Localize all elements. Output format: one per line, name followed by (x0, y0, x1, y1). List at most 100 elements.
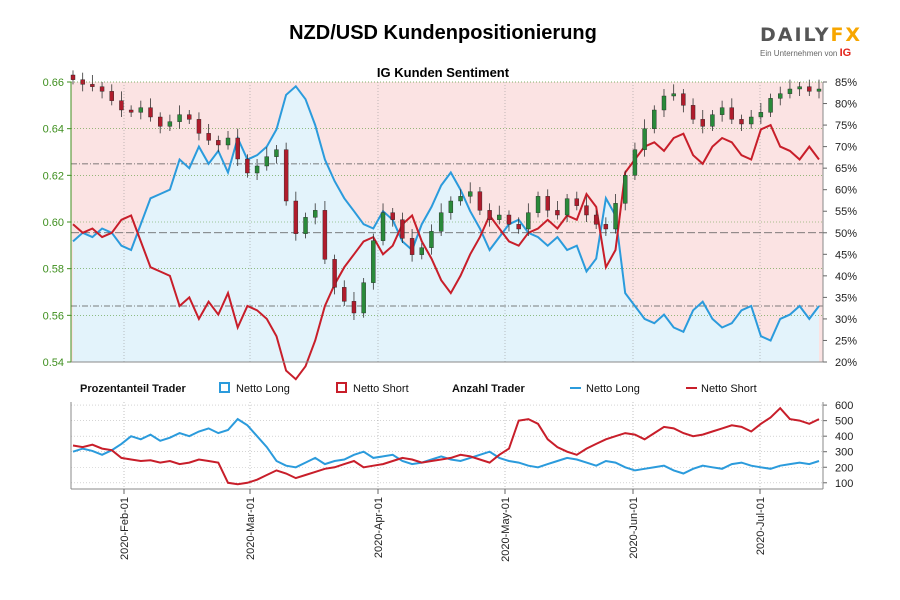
candle-body (564, 198, 570, 216)
net-short-pct-line (72, 123, 820, 381)
x-tick-label: 2020-Mar-01 (245, 497, 257, 560)
legend-short-label: Netto Short (353, 383, 409, 395)
candle-body (671, 93, 676, 97)
candle-body (293, 200, 299, 234)
candle-body (642, 128, 647, 150)
candle-body (623, 175, 628, 204)
x-tick-label: 2020-May-01 (500, 497, 512, 562)
x-tick-label: 2020-Jul-01 (755, 497, 767, 555)
legend-long-box (219, 382, 230, 393)
x-tick-label: 2020-Apr-01 (373, 497, 385, 558)
candle-body (177, 114, 182, 122)
candle-body (758, 112, 764, 118)
candle-body (206, 133, 211, 141)
left-tick-label: 0.58 (43, 264, 64, 276)
candle-body (535, 196, 541, 213)
right-tick-label: 85% (835, 77, 857, 89)
candle-body (748, 116, 754, 125)
candle-body (119, 100, 124, 111)
candle-body (584, 205, 589, 216)
candle-body (506, 214, 512, 225)
panel-title: IG Kunden Sentiment (377, 65, 510, 80)
candle-body (400, 219, 405, 239)
candle-body (468, 191, 473, 197)
logo-daily: DAILY (760, 24, 831, 46)
candle-body (322, 210, 328, 260)
candle-body (497, 214, 502, 220)
candle-body (70, 74, 76, 80)
candle-body (283, 149, 289, 202)
lower-right-tick-label: 400 (835, 431, 853, 443)
count-short-line (72, 406, 820, 486)
left-tick-label: 0.54 (43, 357, 64, 369)
right-tick-label: 60% (835, 185, 857, 197)
logo-fx: FX (830, 24, 863, 46)
candle-body (448, 200, 454, 213)
lower-right-tick-label: 200 (835, 462, 853, 474)
logo-tagline: Ein Unternehmen von IG (760, 47, 870, 59)
candle-body (787, 88, 793, 94)
right-tick-label: 70% (835, 142, 857, 154)
candle-body (128, 109, 134, 113)
candle-body (80, 79, 85, 85)
candle-body (90, 84, 95, 87)
right-tick-label: 40% (835, 271, 857, 283)
x-tick-label: 2020-Feb-01 (119, 497, 131, 560)
legend-short-box (336, 382, 347, 393)
candle-body (681, 93, 686, 106)
candle-body (225, 137, 231, 146)
candle-body (245, 158, 250, 174)
candle-body (216, 140, 221, 146)
candle-body (303, 217, 308, 234)
legend-count-header: Anzahl Trader (452, 383, 525, 395)
ig-logo: IG (839, 47, 852, 59)
left-tick-label: 0.62 (43, 170, 64, 182)
legend-percent-header: Prozentanteil Trader (80, 383, 186, 395)
candle-body (419, 247, 424, 255)
candle-body (342, 287, 347, 302)
candle-body (351, 301, 357, 314)
candle-body (516, 224, 521, 230)
candle-body (661, 95, 667, 111)
candle-body (99, 86, 105, 92)
candle-body (807, 86, 812, 92)
x-tick-label: 2020-Jun-01 (628, 497, 640, 559)
left-tick-label: 0.66 (43, 77, 64, 89)
candle-body (487, 210, 492, 220)
candle-body (816, 88, 822, 92)
right-tick-label: 55% (835, 206, 857, 218)
candle-body (429, 231, 434, 248)
candle-body (778, 93, 783, 99)
candle-body (380, 212, 386, 241)
candle-body (477, 191, 483, 211)
lower-right-tick-label: 500 (835, 416, 853, 428)
right-tick-label: 75% (835, 120, 857, 132)
candle-body (555, 210, 560, 216)
right-tick-label: 45% (835, 249, 857, 261)
right-tick-label: 65% (835, 163, 857, 175)
right-tick-label: 80% (835, 99, 857, 111)
candle-body (196, 119, 202, 134)
candle-body (361, 282, 366, 314)
candle-body (409, 238, 415, 255)
candle-body (739, 119, 744, 125)
candle-body (545, 196, 550, 211)
lower-right-tick-label: 100 (835, 478, 853, 490)
candle-body (167, 121, 173, 127)
candle-body (526, 212, 531, 230)
candle-body (264, 156, 269, 167)
right-tick-label: 35% (835, 292, 857, 304)
right-tick-label: 30% (835, 314, 857, 326)
candle-body (458, 196, 463, 202)
candle-body (138, 107, 144, 113)
candle-body (390, 212, 395, 220)
candle-body (109, 91, 114, 101)
candle-body (613, 203, 618, 230)
left-tick-label: 0.64 (43, 124, 64, 136)
lower-right-tick-label: 600 (835, 400, 853, 412)
net-long-pct-line (72, 84, 820, 342)
candle-body (652, 109, 657, 129)
candle-body (710, 114, 715, 127)
candle-body (603, 224, 609, 230)
